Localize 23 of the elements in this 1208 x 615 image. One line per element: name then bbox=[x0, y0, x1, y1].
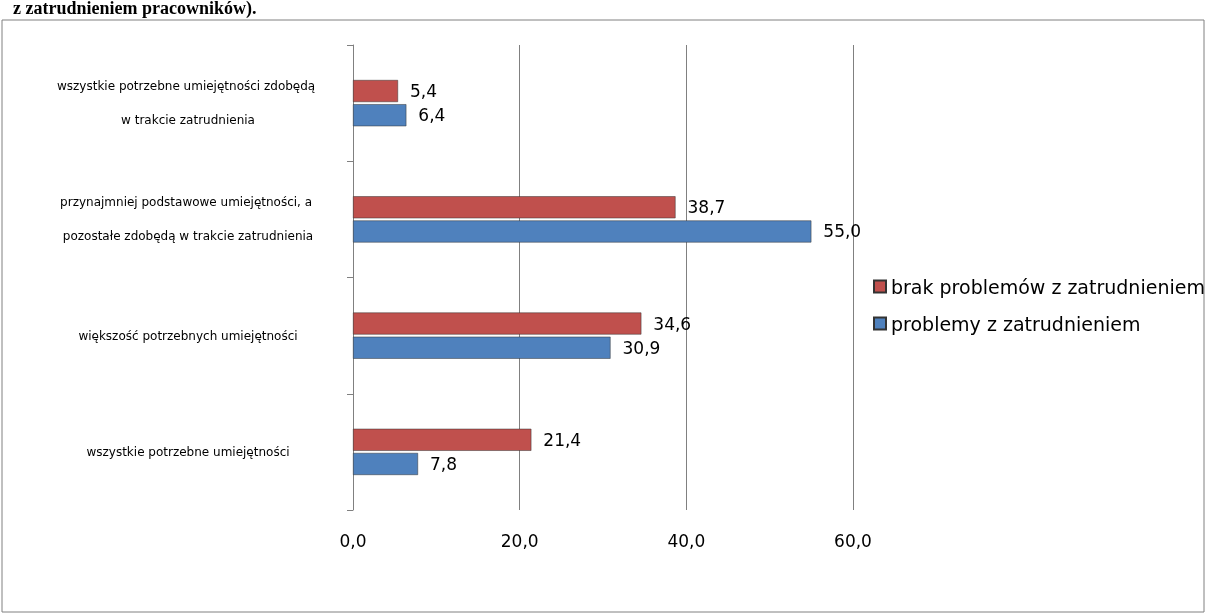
text: z zatrudnieniem pracowników). bbox=[13, 0, 257, 19]
data-label: 7,8 bbox=[430, 453, 458, 474]
data-label: 21,4 bbox=[543, 429, 582, 450]
data-label: 30,9 bbox=[622, 337, 661, 358]
legend-label: problemy z zatrudnieniem bbox=[891, 312, 1141, 335]
category-label: przynajmniej podstawowe umiejętności, a pozostałe zdobędą w trakcie zatrudnienia bbox=[60, 195, 314, 244]
data-label: 55,0 bbox=[823, 221, 862, 242]
data-label: 6,4 bbox=[418, 105, 446, 126]
bar bbox=[353, 80, 398, 103]
data-label: 34,6 bbox=[653, 313, 692, 334]
x-tick-label: 20,0 bbox=[500, 530, 539, 551]
data-label: 38,7 bbox=[687, 197, 726, 218]
y-tick-label: większość potrzebnych umiejętności bbox=[78, 328, 298, 343]
y-tick-label: wszystkie potrzebne umiejętności bbox=[86, 444, 290, 459]
x-tick-label: 60,0 bbox=[834, 530, 872, 551]
category-label: wszystkie potrzebne umiejętności zdobędą w trakcie zatrudnienia bbox=[56, 79, 316, 128]
bar bbox=[353, 452, 418, 475]
bar bbox=[353, 428, 532, 451]
bar bbox=[353, 104, 407, 127]
x-tick-label: 0,0 bbox=[339, 530, 367, 551]
legend-label: brak problemów z zatrudnieniem bbox=[891, 275, 1205, 298]
data-label: 5,4 bbox=[410, 81, 438, 102]
x-tick-label: 40,0 bbox=[667, 530, 706, 551]
